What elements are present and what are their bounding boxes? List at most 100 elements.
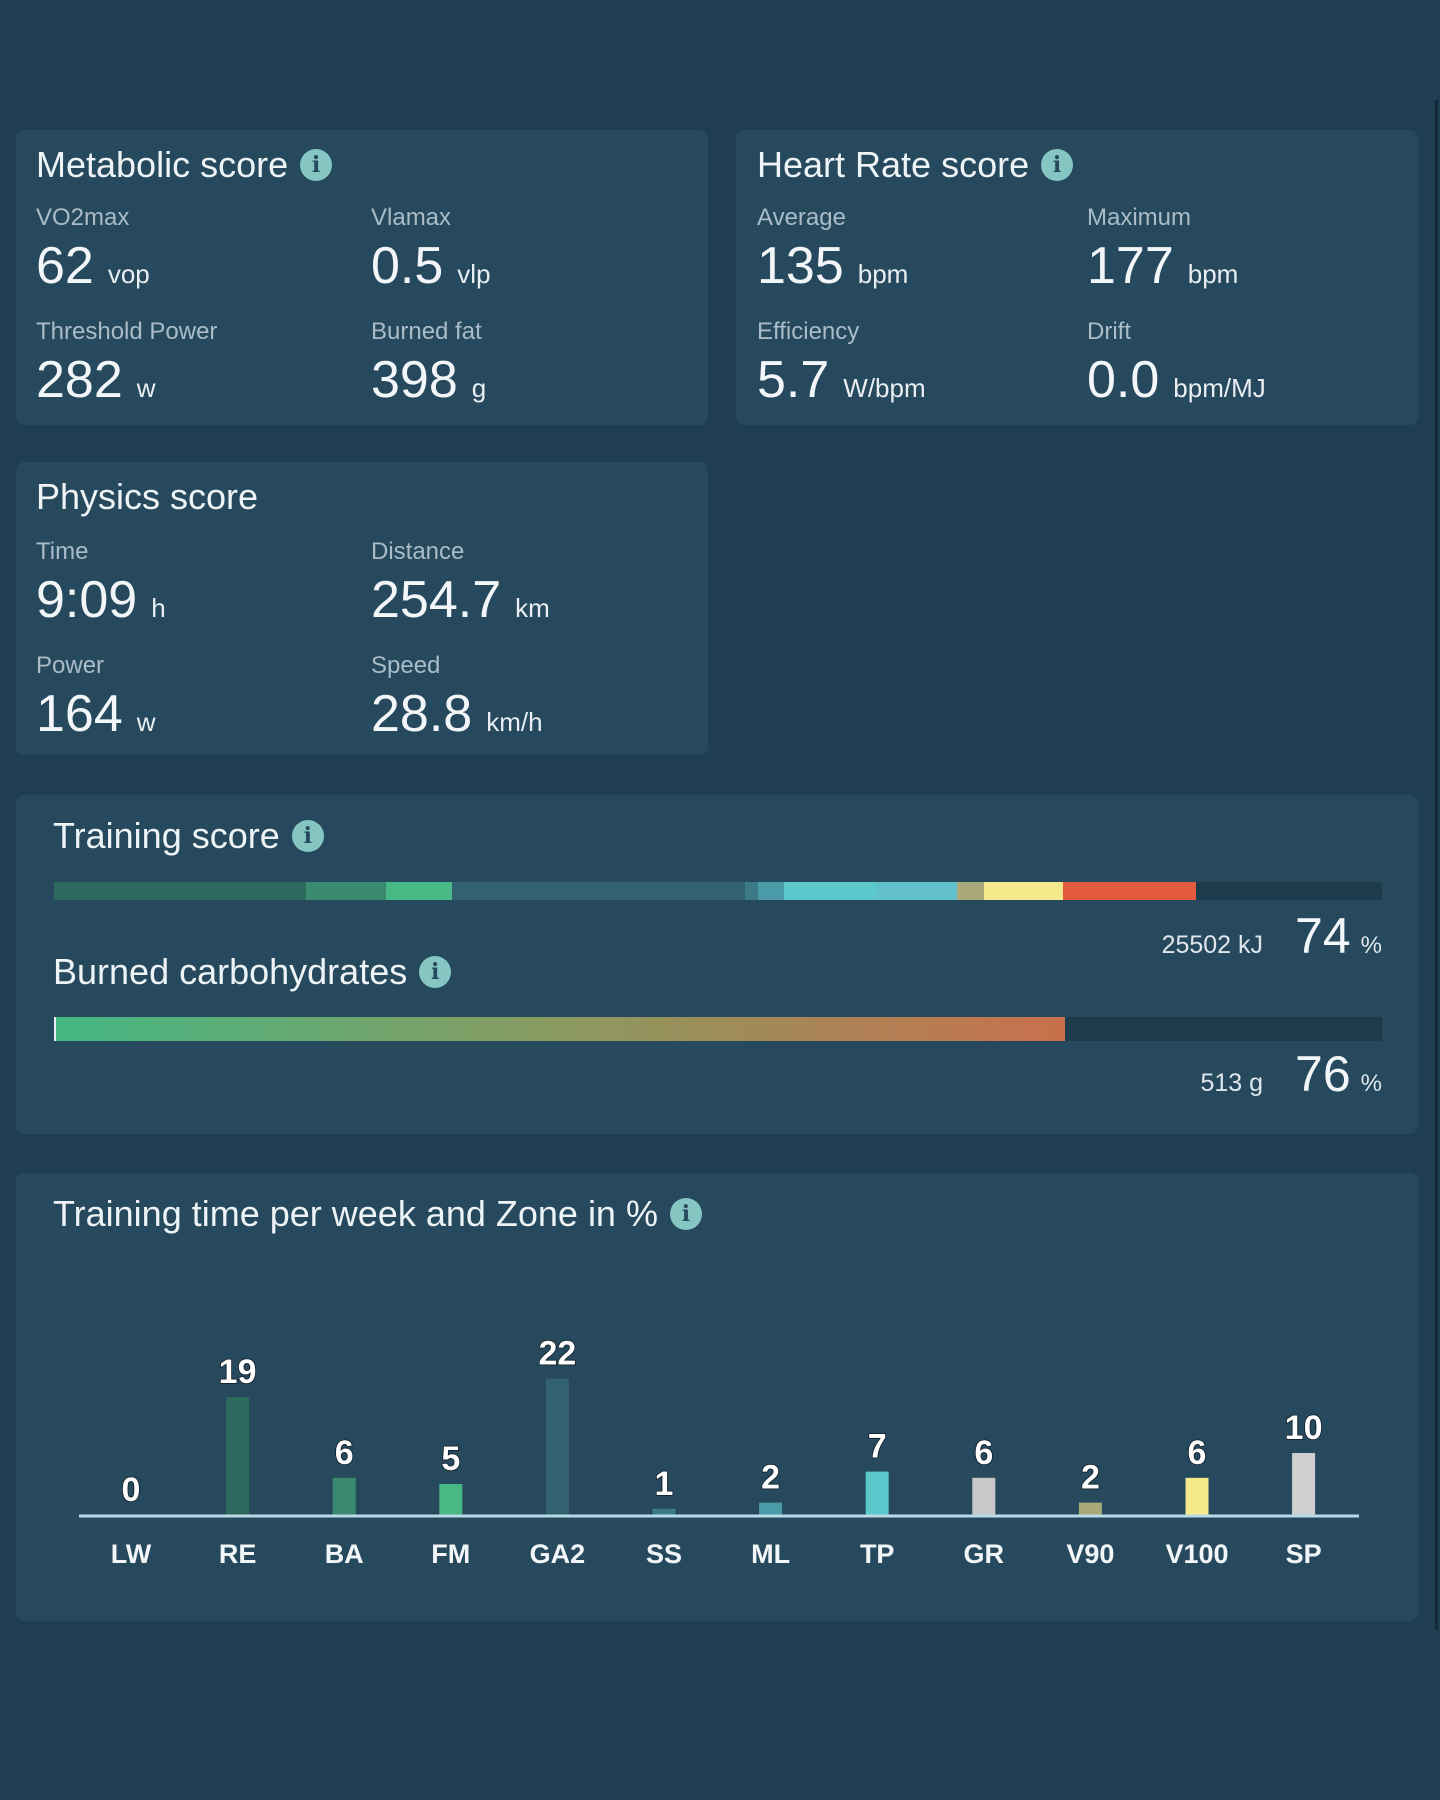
stat-unit: bpm — [857, 259, 909, 289]
bar-value-label: 2 — [761, 1459, 780, 1497]
info-icon[interactable]: i — [419, 956, 452, 988]
metabolic-score-card: Metabolic score i VO2max 62 vop Vlamax 0.5 v… — [16, 130, 708, 425]
category-label: V90 — [1066, 1539, 1114, 1569]
stat-drift: Drift 0.0 bpm/MJ — [1087, 318, 1266, 410]
stat-maximum: Maximum 177 bpm — [1087, 204, 1238, 296]
info-icon[interactable]: i — [291, 820, 324, 852]
bar-ml — [759, 1502, 783, 1515]
physics-score-title: Physics score — [36, 476, 258, 518]
stat-label: Efficiency — [757, 318, 860, 345]
bar-value-label: 6 — [335, 1434, 354, 1472]
card-title: Training score — [53, 815, 280, 856]
category-label: FM — [431, 1539, 470, 1569]
heart-rate-score-card: Heart Rate score i Average 135 bpm Maximum… — [736, 130, 1418, 425]
training-percent: 74 — [1295, 908, 1351, 964]
category-label: GA2 — [530, 1539, 586, 1569]
stat-unit: bpm/MJ — [1173, 373, 1266, 403]
stat-value: 5.7 — [757, 351, 830, 409]
info-icon[interactable]: i — [669, 1198, 702, 1230]
stat-value: 9:09 — [36, 571, 138, 629]
training-energy: 25502 kJ — [1161, 931, 1264, 959]
card-title: Burned carbohydrates — [53, 951, 408, 992]
bar-re — [226, 1397, 250, 1515]
zone-chart-card: Training time per week and Zone in % i 0… — [16, 1173, 1418, 1621]
category-label: LW — [111, 1539, 152, 1569]
bar-value-label: 0 — [122, 1471, 141, 1509]
stat-unit: bpm — [1187, 259, 1239, 289]
scrollbar-edge — [1435, 100, 1438, 1630]
stat-label: Speed — [371, 652, 441, 679]
stat-label: Burned fat — [371, 318, 482, 345]
stat-value: 0.5 — [371, 237, 444, 295]
stat-threshold-power: Threshold Power 282 w — [36, 318, 217, 410]
stat-burned-fat: Burned fat 398 g — [371, 318, 486, 410]
stat-value: 177 — [1087, 237, 1174, 295]
card-title: Physics score — [36, 476, 259, 517]
stat-unit: h — [151, 593, 166, 623]
stat-label: Average — [757, 204, 846, 231]
stat-average: Average 135 bpm — [757, 204, 908, 296]
stat-label: Power — [36, 652, 105, 679]
stat-unit: km — [515, 593, 550, 623]
bar-value-label: 2 — [1081, 1459, 1100, 1497]
percent-sign: % — [1360, 1070, 1382, 1097]
stat-unit: w — [136, 373, 156, 403]
stat-speed: Speed 28.8 km/h — [371, 652, 543, 744]
stat-label: Vlamax — [371, 204, 452, 231]
category-label: RE — [219, 1539, 257, 1569]
percent-sign: % — [1360, 932, 1382, 959]
training-segment-gr — [877, 882, 957, 900]
stat-efficiency: Efficiency 5.7 W/bpm — [757, 318, 926, 410]
category-label: SS — [646, 1539, 682, 1569]
training-segment-ss — [744, 882, 758, 900]
info-icon[interactable]: i — [1041, 149, 1074, 181]
bar-v90 — [1078, 1502, 1102, 1515]
stat-unit: W/bpm — [843, 373, 926, 403]
training-zone-bar — [54, 882, 1382, 900]
card-title: Metabolic score — [36, 144, 289, 185]
training-segment-ba — [306, 882, 386, 900]
stat-label: VO2max — [36, 204, 130, 231]
bar-gr — [972, 1477, 996, 1515]
stat-vo2max: VO2max 62 vop — [36, 204, 150, 296]
bar-value-label: 5 — [441, 1440, 460, 1478]
stat-power: Power 164 w — [36, 652, 156, 744]
bar-fm — [439, 1484, 463, 1515]
category-label: TP — [860, 1539, 895, 1569]
bar-value-label: 6 — [974, 1434, 993, 1472]
info-icon[interactable]: i — [300, 149, 333, 181]
training-segment-v100 — [983, 882, 1064, 900]
zone-bar-chart: 0 LW 19 RE 6 BA 5 FM 22 GA2 1 SS 2 ML 7 TP 6 GR 2 V90 6 V100 1… — [79, 1334, 1359, 1569]
bar-value-label: 7 — [868, 1428, 887, 1466]
heart-rate-score-title: Heart Rate score i — [757, 144, 1074, 186]
stat-label: Distance — [371, 538, 465, 565]
training-segment-v90 — [956, 882, 984, 900]
bar-value-label: 19 — [219, 1353, 257, 1391]
bar-ss — [652, 1508, 676, 1515]
category-label: GR — [964, 1539, 1005, 1569]
stat-unit: vop — [107, 259, 150, 289]
training-result: 25502 kJ 74 % — [1162, 907, 1382, 965]
bar-v100 — [1185, 1477, 1209, 1515]
stat-unit: w — [136, 707, 156, 737]
category-label: BA — [325, 1539, 364, 1569]
stat-distance: Distance 254.7 km — [371, 538, 550, 630]
burned-carbohydrates-title: Burned carbohydrates i — [53, 951, 452, 993]
stat-value: 398 — [371, 351, 458, 409]
stat-value: 0.0 — [1087, 351, 1160, 409]
carbs-amount: 513 g — [1200, 1069, 1264, 1097]
stat-unit: km/h — [486, 707, 543, 737]
bar-value-label: 10 — [1285, 1409, 1323, 1447]
stat-unit: vlp — [457, 259, 491, 289]
stat-value: 62 — [36, 237, 94, 295]
stat-label: Maximum — [1087, 204, 1192, 231]
carbs-result: 513 g 76 % — [1200, 1045, 1382, 1103]
stat-label: Threshold Power — [36, 318, 218, 345]
bar-value-label: 22 — [538, 1335, 576, 1373]
carbs-percent: 76 — [1295, 1046, 1351, 1102]
training-segment-re — [54, 882, 307, 900]
card-title: Training time per week and Zone in % — [53, 1193, 658, 1234]
carbohydrates-bar-fill — [54, 1017, 1066, 1041]
stat-value: 164 — [36, 685, 123, 743]
metabolic-score-title: Metabolic score i — [36, 144, 333, 186]
